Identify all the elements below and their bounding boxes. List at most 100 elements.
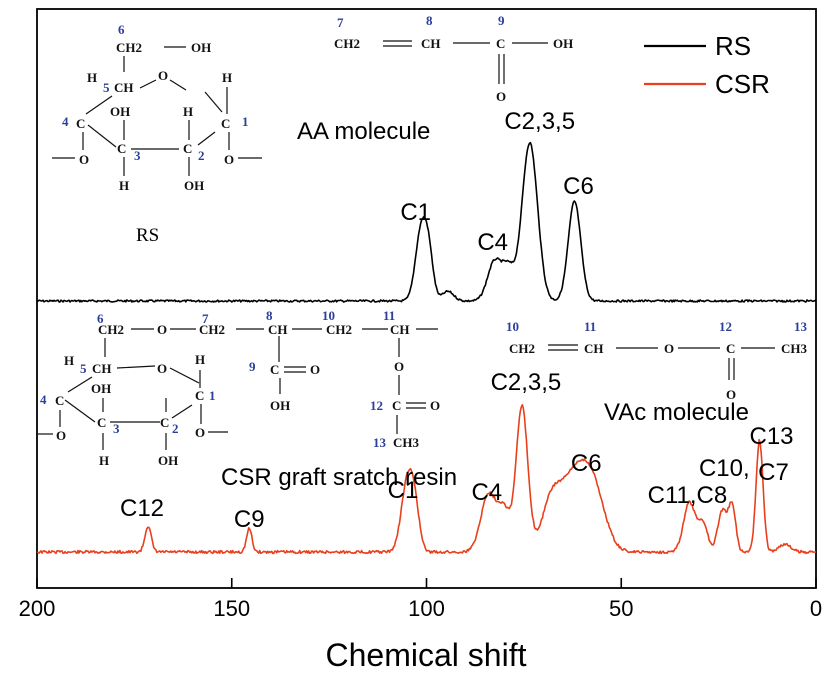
vac-c: C [726, 341, 735, 356]
vac-o-carbonyl: O [726, 387, 736, 402]
rs-c-3: C [117, 141, 126, 156]
x-tick-label: 50 [609, 596, 633, 621]
csr-o-4: O [56, 428, 66, 443]
rs-h-1b: H [183, 104, 193, 119]
aa-num-9: 9 [498, 13, 505, 28]
vac-ch2: CH2 [509, 341, 535, 356]
vac-ch: CH [584, 341, 604, 356]
csr-o-ether: O [157, 322, 167, 337]
aa-structure: 7 8 9 CH2 CH C OH O [334, 13, 573, 104]
peak-label-csr: C9 [234, 506, 265, 533]
rs-c-2: C [183, 141, 192, 156]
csr-o-12: O [430, 398, 440, 413]
csr-oh-2: OH [158, 453, 178, 468]
rs-h-1: H [222, 70, 232, 85]
rs-num-5: 5 [103, 80, 110, 95]
legend-label-csr: CSR [715, 69, 770, 99]
csr-c-12: C [392, 398, 401, 413]
csr-ch-8: CH [268, 322, 288, 337]
x-axis-title: Chemical shift [326, 637, 527, 673]
rs-c-1: C [221, 116, 230, 131]
x-tick-label: 150 [213, 596, 250, 621]
peak-label-rs: C4 [477, 229, 508, 256]
csr-num-11: 11 [383, 308, 395, 323]
aa-num-8: 8 [426, 13, 433, 28]
rs-num-1: 1 [242, 114, 249, 129]
rs-o-4: O [79, 152, 89, 167]
peak-label-csr: C1 [388, 477, 419, 504]
csr-c-3: C [97, 415, 106, 430]
peak-label-csr: C10, [699, 455, 750, 482]
csr-ch2-6: CH2 [98, 322, 124, 337]
rs-o-1: O [224, 152, 234, 167]
aa-o: O [496, 89, 506, 104]
legend-label-rs: RS [715, 31, 751, 61]
csr-h-1: H [195, 352, 205, 367]
peak-label-csr: C2,3,5 [491, 369, 562, 396]
rs-num-6: 6 [118, 22, 125, 37]
peak-label-csr: C6 [571, 450, 602, 477]
vac-ch3: CH3 [781, 341, 808, 356]
csr-ring-o: O [157, 361, 167, 376]
csr-ch2-10: CH2 [326, 322, 352, 337]
csr-num-3: 3 [113, 421, 120, 436]
peak-label-rs: C6 [563, 173, 594, 200]
csr-num-7: 7 [202, 311, 209, 326]
rs-spectrum-line [36, 141, 817, 303]
aa-c: C [496, 36, 505, 51]
rs-num-3: 3 [134, 148, 141, 163]
rs-ch2: CH2 [116, 40, 142, 55]
aa-ch: CH [421, 36, 441, 51]
rs-h-3: H [119, 178, 129, 193]
csr-num-13: 13 [373, 435, 387, 450]
peak-label-rs: C1 [400, 199, 431, 226]
csr-num-4: 4 [40, 392, 47, 407]
csr-ch3-13: CH3 [393, 435, 420, 450]
aa-molecule-label: AA molecule [297, 118, 430, 145]
peak-label-csr: C13 [750, 423, 794, 450]
aa-ch2: CH2 [334, 36, 360, 51]
csr-num-2: 2 [172, 421, 179, 436]
csr-ch-5: CH [92, 361, 112, 376]
csr-o-1: O [195, 425, 205, 440]
rs-ch-5: CH [114, 80, 134, 95]
vac-num-11: 11 [584, 319, 596, 334]
csr-num-8: 8 [266, 308, 273, 323]
rs-num-2: 2 [198, 148, 205, 163]
rs-oh-4: OH [110, 104, 130, 119]
x-tick-label: 200 [19, 596, 56, 621]
csr-num-12: 12 [370, 398, 383, 413]
peak-label-csr: C12 [120, 495, 164, 522]
rs-structure-label: RS [136, 225, 159, 246]
x-tick-label: 0 [810, 596, 822, 621]
csr-ch2-7: CH2 [199, 322, 225, 337]
vac-o: O [664, 341, 674, 356]
aa-num-7: 7 [337, 15, 344, 30]
rs-ring-o: O [158, 68, 168, 83]
rs-num-4: 4 [62, 114, 69, 129]
csr-c-2: C [160, 415, 169, 430]
peak-label-rs: C2,3,5 [504, 108, 575, 135]
csr-o-11: O [394, 359, 404, 374]
csr-resin-label: CSR graft sratch resin [221, 464, 457, 491]
csr-num-6: 6 [97, 311, 104, 326]
rs-h-5: H [87, 70, 97, 85]
csr-o-9: O [310, 362, 320, 377]
legend: RS CSR [644, 31, 770, 99]
csr-num-1: 1 [209, 388, 216, 403]
csr-oh-9: OH [270, 398, 290, 413]
csr-ch-11: CH [390, 322, 410, 337]
peak-label-csr: C4 [471, 479, 502, 506]
x-axis-ticks: 200 150 100 50 0 [19, 578, 822, 621]
aa-oh: OH [553, 36, 573, 51]
csr-oh-4: OH [91, 381, 111, 396]
rs-c-4: C [76, 116, 85, 131]
rs-structure: 6 CH2 OH H 5 CH O H 4 C OH C 1 H O C 3 C… [52, 22, 262, 193]
x-tick-label: 100 [408, 596, 445, 621]
rs-oh-top: OH [191, 40, 211, 55]
csr-structure: 6 CH2 O 7 CH2 8 CH 10 CH2 11 CH H 5 CH O… [38, 308, 440, 468]
vac-num-12: 12 [719, 319, 732, 334]
peak-label-csr: C11,C8 [648, 482, 728, 509]
